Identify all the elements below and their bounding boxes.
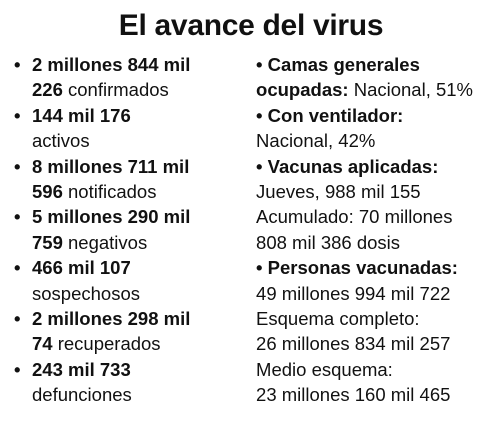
stat-sospechosos: • 466 mil 107 sospechosos — [14, 255, 256, 306]
bullet-icon: • — [256, 257, 263, 279]
stat-vacunas: • Vacunas aplicadas: Jueves, 988 mil 155… — [256, 154, 492, 256]
stat-defunciones: • 243 mil 733 defunciones — [14, 357, 256, 408]
stat-value: Acumulado: 70 millones — [256, 206, 453, 228]
stat-notificados: • 8 millones 711 mil 596 notificados — [14, 154, 256, 205]
bullet-icon: • — [256, 155, 263, 177]
stat-camas: • Camas generales ocupadas: Nacional, 51… — [256, 52, 492, 103]
bullet-icon: • — [14, 206, 21, 228]
bullet-icon: • — [14, 155, 21, 177]
bullet-icon: • — [14, 54, 21, 75]
stat-label: recuperados — [52, 333, 161, 355]
stat-value-tail: 596 — [32, 181, 63, 203]
stat-value: 808 mil 386 dosis — [256, 231, 401, 253]
stat-heading: Vacunas aplicadas: — [267, 155, 439, 177]
bullet-icon: • — [256, 104, 263, 126]
stat-value: 49 millones 994 mil 722 — [256, 282, 451, 304]
stat-label: confirmados — [62, 79, 169, 101]
stat-value: 5 millones 290 mil — [32, 206, 191, 228]
stat-value: Nacional, 51% — [348, 79, 474, 101]
columns: • 2 millones 844 mil 226 confirmados • 1… — [10, 52, 492, 408]
bullet-icon: • — [14, 358, 21, 380]
stat-heading-tail: ocupadas: — [256, 79, 349, 101]
stat-value-tail: 226 — [32, 79, 63, 101]
stat-label: sospechosos — [32, 282, 140, 304]
left-column: • 2 millones 844 mil 226 confirmados • 1… — [10, 52, 256, 408]
stat-value: 144 mil 176 — [32, 104, 131, 126]
stat-value: 2 millones 844 mil — [32, 54, 191, 75]
stat-value: 466 mil 107 — [32, 257, 131, 279]
stat-label: defunciones — [32, 384, 132, 406]
stat-value: 8 millones 711 mil — [32, 155, 190, 177]
stat-personas: • Personas vacunadas: 49 millones 994 mi… — [256, 255, 492, 407]
stat-value: Nacional, 42% — [256, 130, 376, 152]
stat-activos: • 144 mil 176 activos — [14, 103, 256, 154]
stat-confirmados: • 2 millones 844 mil 226 confirmados — [14, 52, 256, 103]
stat-value: 26 millones 834 mil 257 — [256, 333, 451, 355]
bullet-icon: • — [14, 257, 21, 279]
stat-value: Esquema completo: — [256, 308, 420, 330]
page-title: El avance del virus — [118, 9, 384, 42]
stat-heading: Camas generales — [267, 54, 420, 75]
bullet-icon: • — [14, 308, 21, 330]
stat-value: 23 millones 160 mil 465 — [256, 384, 451, 406]
stat-ventilador: • Con ventilador: Nacional, 42% — [256, 103, 492, 154]
stat-value: Jueves, 988 mil 155 — [256, 181, 421, 203]
stat-label: negativos — [62, 231, 148, 253]
infographic: El avance del virus • 2 millones 844 mil… — [0, 8, 500, 442]
stat-negativos: • 5 millones 290 mil 759 negativos — [14, 204, 256, 255]
stat-value: 243 mil 733 — [32, 358, 131, 380]
stat-value: 2 millones 298 mil — [32, 308, 191, 330]
stat-label: notificados — [62, 181, 157, 203]
stat-value: Medio esquema: — [256, 358, 393, 380]
stat-recuperados: • 2 millones 298 mil 74 recuperados — [14, 306, 256, 357]
stat-value-tail: 74 — [32, 333, 53, 355]
stat-value-tail: 759 — [32, 231, 63, 253]
stat-heading: Con ventilador: — [267, 104, 404, 126]
stat-label: activos — [32, 130, 90, 152]
right-column: • Camas generales ocupadas: Nacional, 51… — [256, 52, 492, 408]
bullet-icon: • — [14, 104, 21, 126]
bullet-icon: • — [256, 54, 263, 75]
stat-heading: Personas vacunadas: — [267, 257, 458, 279]
